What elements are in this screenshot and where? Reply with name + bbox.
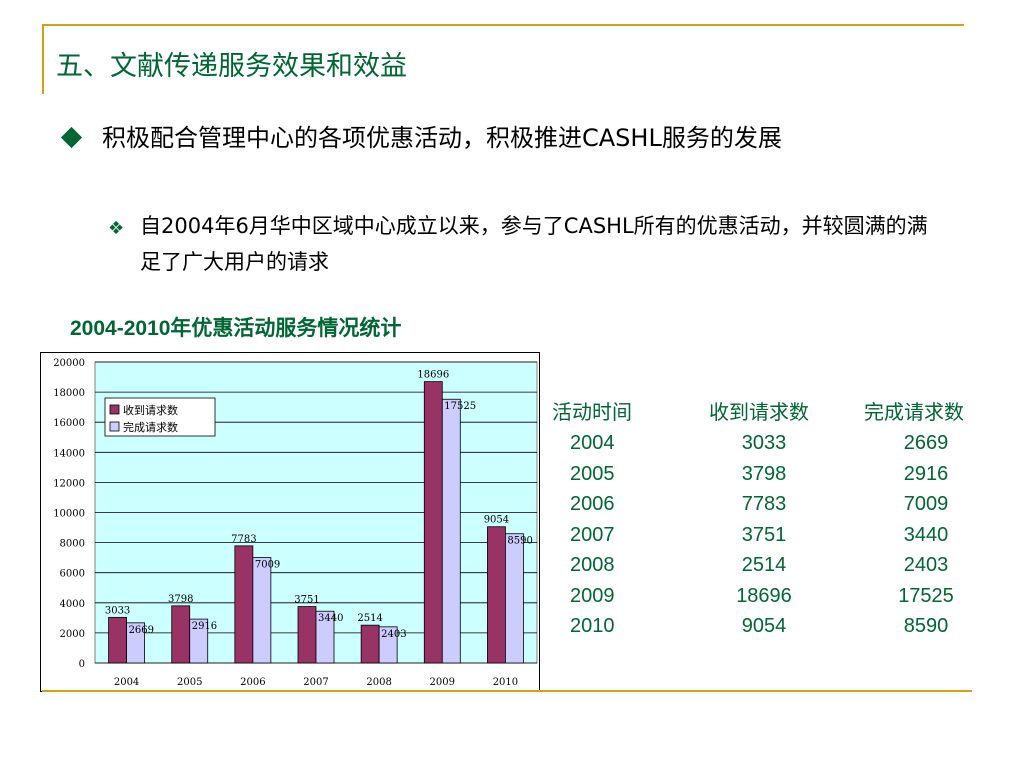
table-header-cell: 活动时间 [552,402,632,424]
y-tick-label: 2000 [60,629,85,640]
data-label: 3440 [318,613,343,624]
bar-completed [441,398,461,664]
table-header-cell: 收到请求数 [709,402,809,424]
y-tick-label: 14000 [53,448,85,459]
y-tick-label: 16000 [53,418,85,429]
table-header-row: 活动时间 收到请求数 完成请求数 [552,398,994,428]
x-tick-label: 2008 [366,677,391,688]
sub-bullet: ❖ 自2004年6月华中区域中心成立以来，参与了CASHL所有的优惠活动，并较圆… [108,208,948,280]
data-label: 3798 [168,594,193,605]
legend-box [104,397,216,437]
data-label: 3033 [105,605,130,616]
table-cell: 3751 [741,523,787,546]
table-cell: 2916 [903,462,949,485]
table-row: 2010 9054 8590 [552,611,994,642]
bar-received [297,606,317,664]
y-tick-label: 18000 [53,388,85,399]
chart-title: 2004-2010年优惠活动服务情况统计 [70,317,402,340]
table-cell: 3440 [903,523,949,546]
table-cell: 18696 [736,584,792,607]
table-cell: 17525 [898,584,954,607]
x-tick-label: 2009 [430,677,455,688]
table-header-cell: 完成请求数 [864,402,964,424]
data-label: 2514 [357,613,382,624]
table-cell: 2004 [570,432,615,454]
table-row: 2009 18696 17525 [552,581,994,612]
bar-completed [505,533,524,664]
data-table: 活动时间 收到请求数 完成请求数 2004 3033 2669 2005 379… [552,398,994,642]
x-tick-label: 2010 [493,677,518,688]
bar-completed [315,610,335,664]
table-cell: 2514 [741,554,787,576]
bar-received [423,381,443,664]
x-tick-label: 2004 [114,677,139,688]
table-cell: 2008 [570,554,615,576]
data-label: 9054 [484,515,509,526]
bar-received [360,624,380,664]
x-tick-label: 2006 [240,677,265,688]
table-cell: 2010 [570,615,615,637]
bar-received [487,526,506,664]
bar-completed [189,618,209,664]
y-tick-label: 8000 [60,539,85,550]
table-cell: 3033 [741,432,787,454]
legend-label: 收到请求数 [123,403,178,417]
main-bullet: 积极配合管理中心的各项优惠活动，积极推进CASHL服务的发展 [60,118,944,158]
table-cell: 2006 [570,493,615,515]
sub-bullet-text: 自2004年6月华中区域中心成立以来，参与了CASHL所有的优惠活动，并较圆满的… [140,214,928,274]
data-label: 17525 [444,401,476,412]
table-row: 2006 7783 7009 [552,489,994,520]
legend-label: 完成请求数 [123,420,178,434]
table-cell: 9054 [741,615,787,637]
data-label: 2403 [381,629,406,640]
bar-chart: 0 2000 4000 6000 8000 10000 12000 14000 16000 180… [40,352,540,692]
page-title: 五、文献传递服务效果和效益 [56,51,407,82]
bar-completed [378,626,398,664]
data-label: 8590 [507,536,532,547]
fleur-bullet-icon: ❖ [108,218,125,239]
bar-completed [252,557,272,664]
data-label: 2916 [192,621,217,632]
table-cell: 2403 [903,554,949,576]
x-tick-label: 2007 [303,677,328,688]
x-tick-label: 2005 [177,677,202,688]
table-cell: 2005 [570,462,615,485]
y-tick-label: 0 [79,659,85,670]
data-label: 7009 [255,560,280,571]
y-tick-label: 20000 [53,358,85,369]
data-label: 18696 [417,370,449,381]
top-rule [42,24,964,26]
legend-swatch [109,404,120,415]
bar-received [108,616,127,664]
main-bullet-text: 积极配合管理中心的各项优惠活动，积极推进CASHL服务的发展 [102,124,782,152]
y-tick-label: 12000 [53,478,85,489]
bottom-rule [42,690,972,692]
left-rule [42,24,44,94]
table-cell: 7009 [903,493,949,515]
table-row: 2008 2514 2403 [552,550,994,581]
data-label: 3751 [294,595,319,606]
table-row: 2005 3798 2916 [552,459,994,490]
table-cell: 8590 [903,615,949,637]
table-cell: 7783 [741,493,787,515]
table-row: 2007 3751 3440 [552,520,994,551]
bar-received [171,605,191,664]
y-tick-label: 6000 [60,569,85,580]
legend-swatch [109,421,120,432]
table-cell: 2669 [903,432,949,454]
diamond-bullet-icon [60,126,83,149]
table-cell: 2007 [570,523,615,546]
y-tick-label: 10000 [53,509,85,520]
bar-received [234,545,254,664]
table-row: 2004 3033 2669 [552,428,994,459]
bar-completed [126,622,145,664]
table-cell: 3798 [741,462,787,485]
data-label: 2669 [129,625,154,636]
table-cell: 2009 [570,584,615,607]
data-label: 7783 [231,534,256,545]
y-tick-label: 4000 [60,599,85,610]
